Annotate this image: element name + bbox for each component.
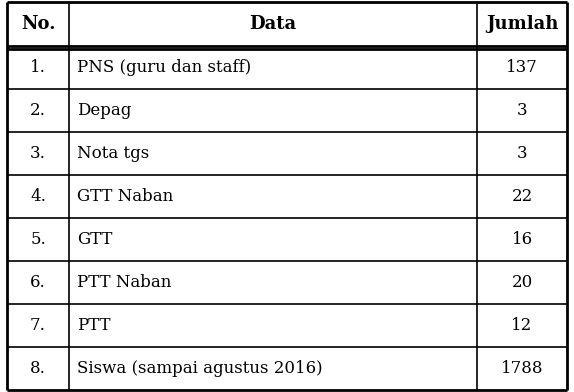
Text: Nota tgs: Nota tgs <box>77 145 149 162</box>
Text: 16: 16 <box>511 231 533 248</box>
Text: PNS (guru dan staff): PNS (guru dan staff) <box>77 59 251 76</box>
Text: 1788: 1788 <box>501 360 543 377</box>
Text: 3.: 3. <box>30 145 46 162</box>
Text: PTT Naban: PTT Naban <box>77 274 172 291</box>
Text: 6.: 6. <box>30 274 46 291</box>
Text: 8.: 8. <box>30 360 46 377</box>
Text: 3: 3 <box>517 102 528 119</box>
Text: 2.: 2. <box>30 102 46 119</box>
Text: 1.: 1. <box>30 59 46 76</box>
Text: Jumlah: Jumlah <box>486 15 558 33</box>
Text: PTT: PTT <box>77 317 111 334</box>
Text: 137: 137 <box>506 59 538 76</box>
Text: GTT Naban: GTT Naban <box>77 188 173 205</box>
Text: 5.: 5. <box>30 231 46 248</box>
Text: Data: Data <box>250 15 297 33</box>
Text: 20: 20 <box>511 274 533 291</box>
Text: 4.: 4. <box>30 188 46 205</box>
Text: Depag: Depag <box>77 102 131 119</box>
Text: GTT: GTT <box>77 231 113 248</box>
Text: No.: No. <box>21 15 55 33</box>
Text: 22: 22 <box>511 188 533 205</box>
Text: 12: 12 <box>511 317 533 334</box>
Text: 7.: 7. <box>30 317 46 334</box>
Text: Siswa (sampai agustus 2016): Siswa (sampai agustus 2016) <box>77 360 323 377</box>
Text: 3: 3 <box>517 145 528 162</box>
